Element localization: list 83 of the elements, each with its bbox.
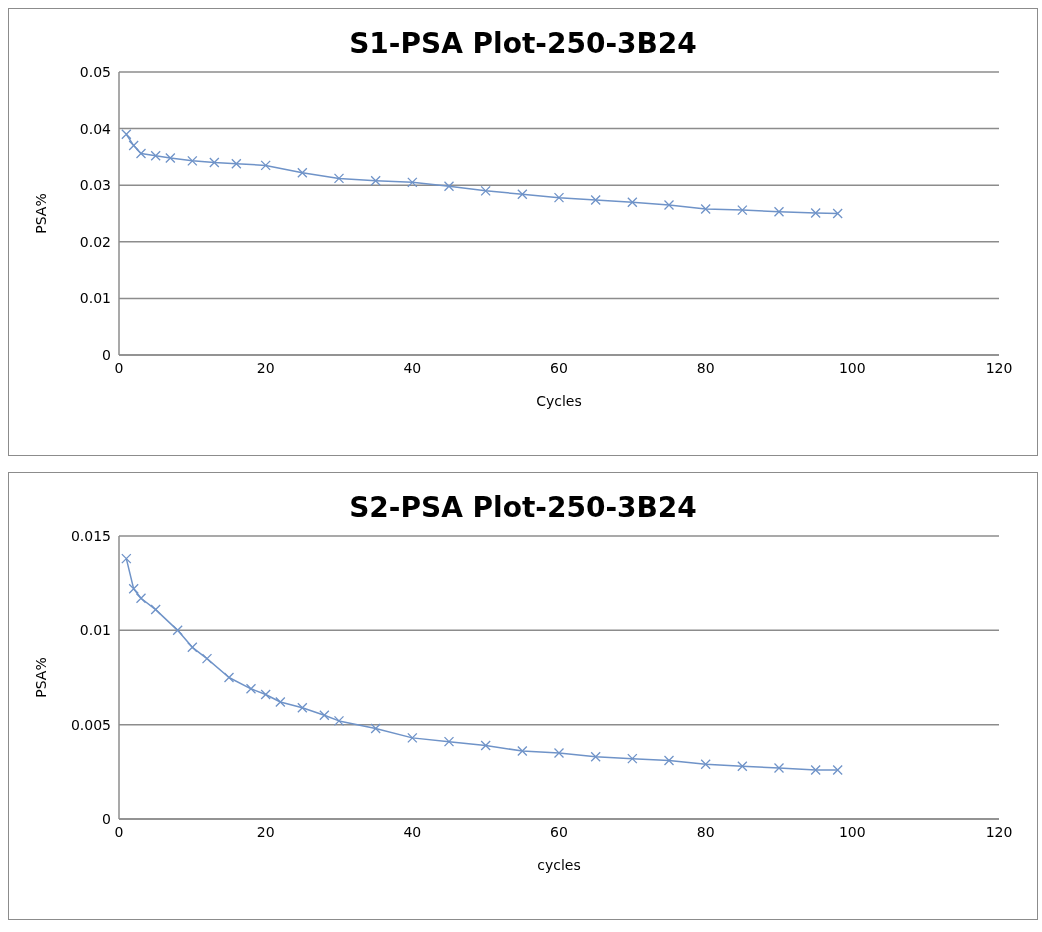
point xyxy=(187,642,198,653)
point xyxy=(201,653,213,664)
point xyxy=(590,194,601,206)
point xyxy=(407,177,418,188)
y-tick-label: 0 xyxy=(102,810,111,827)
point xyxy=(121,129,132,140)
x-tick-label: 0 xyxy=(114,359,124,376)
point xyxy=(700,203,711,215)
x-tick-label: 80 xyxy=(696,359,715,376)
point xyxy=(663,755,675,766)
x-tick-label: 60 xyxy=(550,823,568,840)
chart-title: S2-PSA Plot-250-3B24 xyxy=(348,491,698,524)
x-tick-label: 40 xyxy=(403,359,422,376)
point xyxy=(370,175,381,186)
point xyxy=(209,157,220,168)
y-axis-title: PSA% xyxy=(32,657,49,698)
point xyxy=(627,753,638,764)
point xyxy=(172,625,183,636)
point xyxy=(810,207,821,219)
x-tick-label: 100 xyxy=(838,359,866,376)
x-axis-title: cycles xyxy=(537,857,581,873)
point xyxy=(260,160,271,171)
point xyxy=(223,672,235,683)
point xyxy=(121,553,132,564)
chart-title: S1-PSA Plot-250-3B24 xyxy=(348,27,698,60)
x-tick-label: 80 xyxy=(696,823,715,840)
point xyxy=(810,764,821,776)
point xyxy=(553,192,565,203)
point xyxy=(260,689,271,700)
x-tick-label: 20 xyxy=(256,823,275,840)
point xyxy=(480,740,491,751)
point xyxy=(150,604,161,615)
y-tick-label: 0.05 xyxy=(79,63,111,80)
y-tick-label: 0.01 xyxy=(79,622,111,639)
point xyxy=(553,747,565,759)
y-tick-label: 0 xyxy=(102,346,111,363)
point xyxy=(700,759,711,770)
point xyxy=(333,173,345,184)
point xyxy=(297,702,308,713)
point xyxy=(128,140,139,151)
point xyxy=(480,185,491,197)
point xyxy=(627,197,638,208)
y-tick-label: 0.02 xyxy=(79,233,111,250)
point xyxy=(517,745,528,757)
point xyxy=(832,208,843,219)
point xyxy=(150,150,161,161)
point xyxy=(443,181,455,192)
point xyxy=(135,148,147,159)
point xyxy=(333,715,345,727)
point xyxy=(231,158,242,169)
x-tick-label: 120 xyxy=(985,823,1013,840)
point xyxy=(737,761,748,772)
y-tick-label: 0.03 xyxy=(79,177,111,194)
point xyxy=(165,152,176,164)
point xyxy=(517,189,528,200)
point xyxy=(187,155,198,167)
y-tick-label: 0.015 xyxy=(70,527,111,544)
x-axis-title: Cycles xyxy=(536,393,582,409)
x-tick-label: 20 xyxy=(256,359,275,376)
point xyxy=(590,751,601,762)
x-tick-label: 100 xyxy=(838,823,866,840)
point xyxy=(407,732,418,744)
y-axis-title: PSA% xyxy=(32,193,49,234)
x-tick-label: 120 xyxy=(985,359,1013,376)
y-tick-label: 0.01 xyxy=(79,290,111,307)
x-tick-label: 60 xyxy=(550,359,568,376)
point xyxy=(773,762,785,774)
y-tick-label: 0.04 xyxy=(79,120,112,137)
point xyxy=(297,167,308,178)
point xyxy=(737,204,748,216)
point xyxy=(663,199,675,211)
point xyxy=(319,710,330,721)
point xyxy=(443,736,455,747)
y-tick-label: 0.005 xyxy=(70,716,111,733)
point xyxy=(275,696,286,708)
point xyxy=(370,723,381,734)
x-tick-label: 0 xyxy=(114,823,124,840)
point xyxy=(832,764,843,776)
point xyxy=(128,583,139,594)
point xyxy=(135,593,147,604)
x-tick-label: 40 xyxy=(403,823,422,840)
point xyxy=(773,206,785,217)
point xyxy=(245,683,257,694)
